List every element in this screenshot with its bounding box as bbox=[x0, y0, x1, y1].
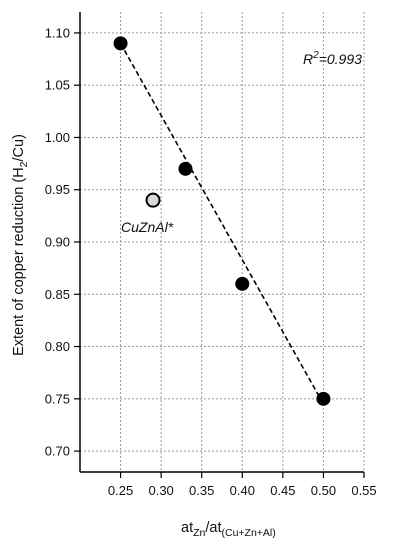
x-title-sub1: Zn bbox=[193, 527, 205, 539]
y-tick-label: 0.85 bbox=[45, 287, 70, 302]
data-points bbox=[113, 36, 331, 406]
x-tick-label: 0.40 bbox=[230, 483, 255, 498]
y-axis-title: Extent of copper reduction (H2/Cu) bbox=[11, 134, 30, 356]
x-tick-label: 0.35 bbox=[189, 483, 214, 498]
r2-symbol: R bbox=[303, 51, 313, 67]
y-title-post: /Cu) bbox=[11, 134, 27, 161]
x-title-main: at bbox=[181, 520, 193, 536]
data-point bbox=[316, 391, 331, 406]
y-tick-label: 0.90 bbox=[45, 235, 70, 250]
ticks: 0.70 0.75 0.80 0.85 0.90 0.95 1.00 1.05 1.10 0.25… bbox=[45, 25, 377, 498]
y-tick-label: 1.00 bbox=[45, 130, 70, 145]
x-tick-label: 0.30 bbox=[148, 483, 173, 498]
y-title-sub: 2 bbox=[18, 161, 30, 167]
x-axis-title: atZn/at(Cu+Zn+Al) bbox=[181, 520, 276, 539]
y-tick-label: 1.05 bbox=[45, 78, 70, 93]
data-point bbox=[113, 36, 128, 51]
fit-line-group bbox=[119, 42, 325, 405]
r2-value: =0.993 bbox=[319, 51, 362, 67]
x-title-mid: /at bbox=[205, 520, 221, 536]
y-tick-label: 0.75 bbox=[45, 391, 70, 406]
r2-superscript: 2 bbox=[312, 50, 319, 61]
x-tick-label: 0.25 bbox=[108, 483, 133, 498]
x-tick-label: 0.45 bbox=[270, 483, 295, 498]
x-title-sub2: (Cu+Zn+Al) bbox=[221, 527, 275, 539]
trend-line bbox=[119, 42, 325, 405]
y-tick-label: 0.80 bbox=[45, 339, 70, 354]
y-tick-label: 0.70 bbox=[45, 444, 70, 459]
r-squared-annotation: R2=0.993 bbox=[303, 50, 362, 67]
y-title-pre: Extent of copper reduction (H bbox=[11, 167, 27, 356]
x-tick-label: 0.50 bbox=[311, 483, 336, 498]
data-point bbox=[178, 161, 193, 176]
y-tick-label: 1.10 bbox=[45, 25, 70, 40]
data-point bbox=[235, 276, 250, 291]
y-tick-label: 0.95 bbox=[45, 182, 70, 197]
x-tick-label: 0.55 bbox=[351, 483, 376, 498]
outlier-data-point bbox=[145, 192, 161, 208]
outlier-label: CuZnAl* bbox=[121, 219, 174, 235]
